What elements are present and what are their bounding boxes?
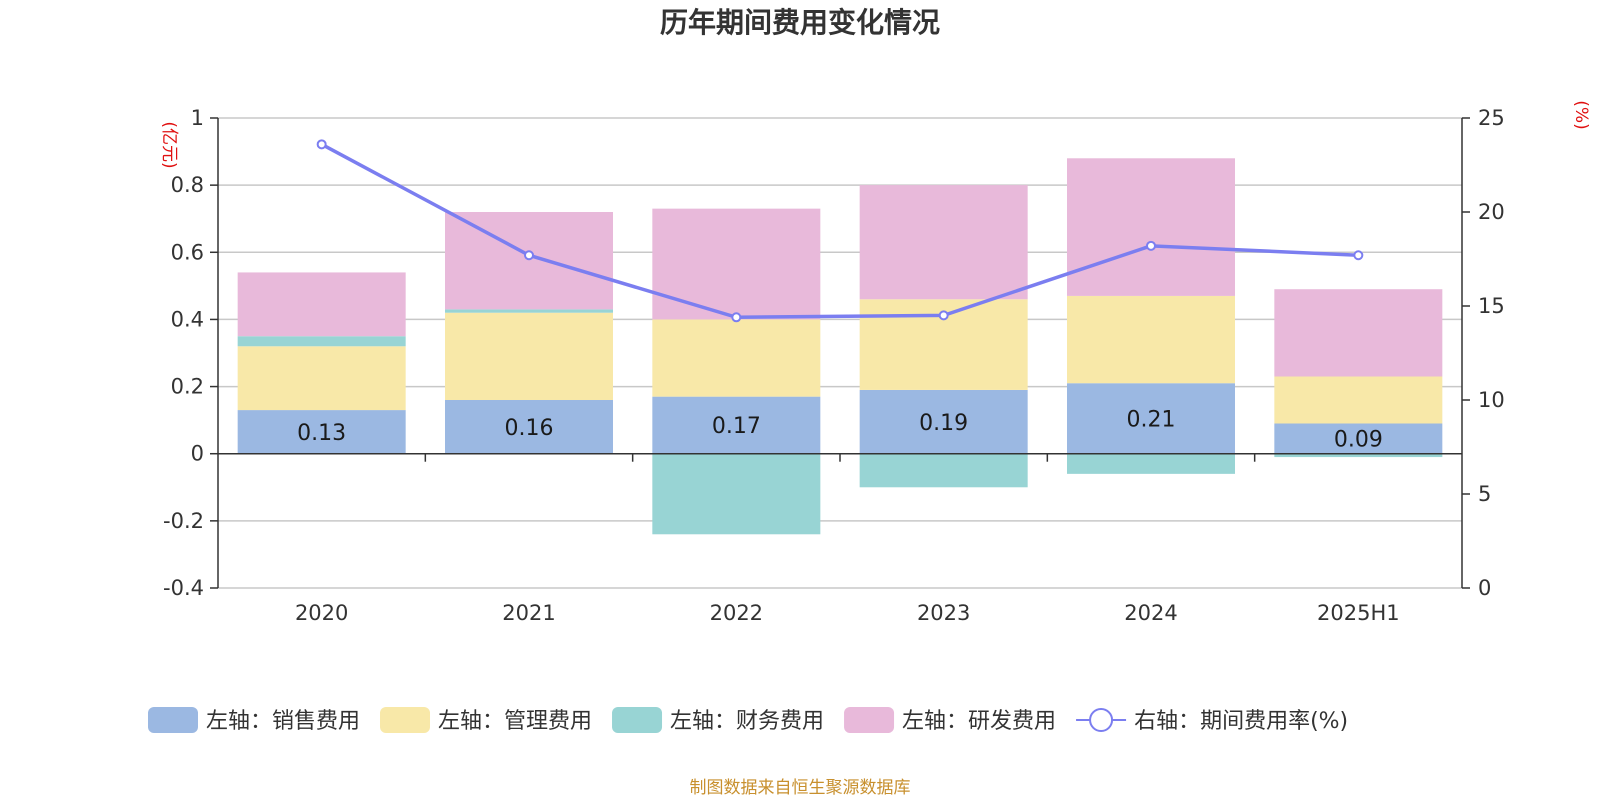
bar-segment xyxy=(1274,376,1443,424)
bars: 0.13 0.16 0.17 0.19 0.21 0.09 xyxy=(237,158,1443,535)
legend-item-label: 左轴：财务费用 xyxy=(670,709,824,734)
bar-segment xyxy=(652,453,821,535)
right-axis-unit: (%) xyxy=(1571,100,1591,129)
category-label: 2022 xyxy=(710,601,763,625)
chart-title: 历年期间费用变化情况 xyxy=(660,6,940,39)
left-tick-label: 0.8 xyxy=(171,173,204,197)
legend-item-label: 左轴：管理费用 xyxy=(438,709,592,734)
left-tick-label: 0.4 xyxy=(171,307,204,331)
right-tick-label: 25 xyxy=(1478,106,1505,130)
bar-data-label: 0.19 xyxy=(919,411,968,436)
legend-swatch xyxy=(148,707,198,733)
bar-segment xyxy=(859,185,1028,300)
category-label: 2023 xyxy=(917,601,970,625)
legend-item-label: 右轴：期间费用率(%) xyxy=(1134,709,1348,734)
source-note: 制图数据来自恒生聚源数据库 xyxy=(690,778,911,798)
bar-data-label: 0.16 xyxy=(505,416,554,441)
bar-segment xyxy=(237,336,406,347)
legend-marker xyxy=(1089,708,1114,732)
bar-segment xyxy=(1067,295,1235,384)
bar-segment xyxy=(1067,453,1235,474)
bar-data-label: 0.17 xyxy=(712,414,761,439)
bar-segment xyxy=(1067,158,1235,296)
left-tick-label: 0.6 xyxy=(171,240,204,264)
bar-segment xyxy=(445,312,613,400)
bar-data-label: 0.13 xyxy=(297,421,346,446)
rate-point xyxy=(316,139,327,150)
rate-point xyxy=(1353,250,1364,261)
bar-segment xyxy=(652,208,821,320)
right-tick-label: 5 xyxy=(1478,482,1491,506)
rate-line-path xyxy=(320,142,1359,320)
left-tick-label: 0.2 xyxy=(171,375,204,399)
bar-segment xyxy=(445,400,613,454)
bar-segment xyxy=(237,272,406,337)
bar-segment xyxy=(237,410,406,454)
rate-point xyxy=(938,310,949,321)
bar-segment xyxy=(445,212,613,310)
bar-segment xyxy=(652,396,821,454)
left-tick-label: -0.2 xyxy=(163,509,204,533)
bar-segment xyxy=(1067,383,1235,454)
right-tick-label: 20 xyxy=(1478,200,1505,224)
rate-point xyxy=(731,312,742,323)
bar-data-label: 0.09 xyxy=(1334,428,1383,453)
legend-swatch xyxy=(380,707,431,733)
right-tick-label: 10 xyxy=(1478,388,1505,412)
rate-point xyxy=(1146,240,1156,251)
bar-segment xyxy=(652,319,821,397)
legend-swatch xyxy=(612,707,663,733)
bar-segment xyxy=(859,453,1028,488)
legend-item-label: 左轴：研发费用 xyxy=(902,709,1056,734)
right-tick-label: 15 xyxy=(1478,294,1505,318)
legend-item-label: 左轴：销售费用 xyxy=(206,709,360,734)
category-label: 2025H1 xyxy=(1317,601,1400,625)
bar-segment xyxy=(1274,453,1443,458)
category-label: 2020 xyxy=(295,601,348,625)
left-axis-unit: (亿元) xyxy=(159,121,179,168)
category-label: 2024 xyxy=(1124,601,1177,625)
bar-data-label: 0.21 xyxy=(1127,407,1176,432)
right-tick-label: 0 xyxy=(1478,576,1491,600)
bar-segment xyxy=(1274,289,1443,377)
rate-line xyxy=(316,139,1364,323)
legend: 左轴：销售费用 左轴：管理费用 左轴：财务费用 左轴：研发费用 右轴：期间费用率(%) xyxy=(148,707,1348,734)
bar-segment xyxy=(859,389,1028,454)
bar-segment xyxy=(445,309,613,313)
legend-swatch xyxy=(844,707,895,733)
grid-lines xyxy=(218,117,1462,589)
left-tick-label: 1 xyxy=(191,106,204,130)
left-tick-label: -0.4 xyxy=(163,576,204,600)
left-tick-label: 0 xyxy=(191,442,204,466)
category-label: 2021 xyxy=(502,601,555,625)
bar-segment xyxy=(1274,423,1443,454)
rate-point xyxy=(524,250,534,261)
bar-segment xyxy=(237,346,406,411)
